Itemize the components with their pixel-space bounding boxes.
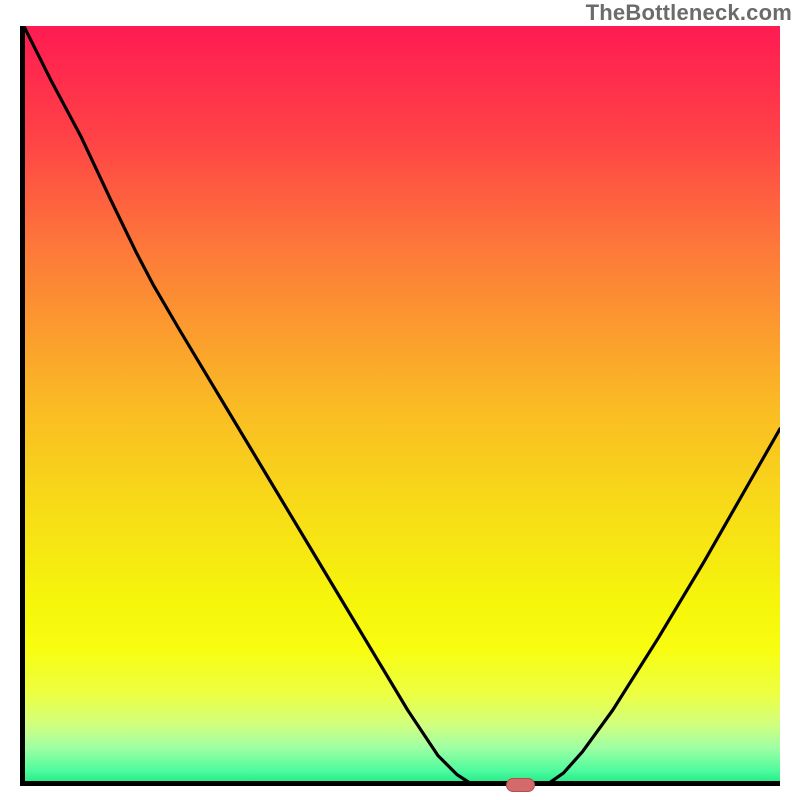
watermark-text: TheBottleneck.com: [586, 0, 792, 26]
chart-plot-area: [20, 26, 780, 786]
bottleneck-curve: [24, 26, 780, 786]
chart-curve-layer: [20, 26, 780, 786]
chart-optimal-marker: [506, 778, 535, 792]
